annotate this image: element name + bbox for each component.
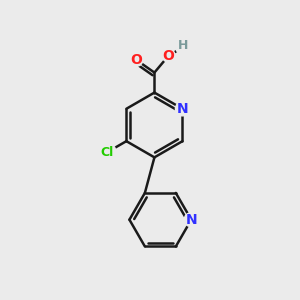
Text: O: O bbox=[163, 49, 175, 63]
Circle shape bbox=[176, 102, 190, 116]
Text: Cl: Cl bbox=[100, 146, 114, 159]
Text: N: N bbox=[185, 213, 197, 227]
Circle shape bbox=[130, 53, 143, 66]
Text: N: N bbox=[177, 102, 188, 116]
Text: H: H bbox=[178, 39, 188, 52]
Circle shape bbox=[176, 43, 187, 54]
Text: O: O bbox=[130, 53, 142, 67]
Circle shape bbox=[184, 213, 198, 227]
Circle shape bbox=[98, 143, 116, 161]
Circle shape bbox=[162, 49, 175, 62]
